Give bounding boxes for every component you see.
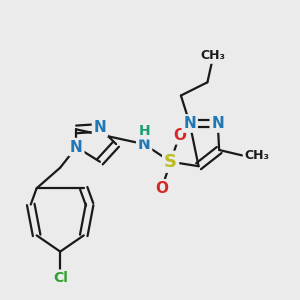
Text: H: H xyxy=(138,124,150,138)
Text: Cl: Cl xyxy=(53,271,68,285)
Text: N: N xyxy=(94,120,106,135)
Text: O: O xyxy=(173,128,186,143)
Text: S: S xyxy=(164,153,177,171)
Text: N: N xyxy=(211,116,224,131)
Text: N: N xyxy=(70,140,83,154)
Text: CH₃: CH₃ xyxy=(201,49,226,62)
Text: N: N xyxy=(183,116,196,131)
Text: O: O xyxy=(155,181,168,196)
Text: CH₃: CH₃ xyxy=(244,149,269,162)
Text: N: N xyxy=(138,136,151,152)
